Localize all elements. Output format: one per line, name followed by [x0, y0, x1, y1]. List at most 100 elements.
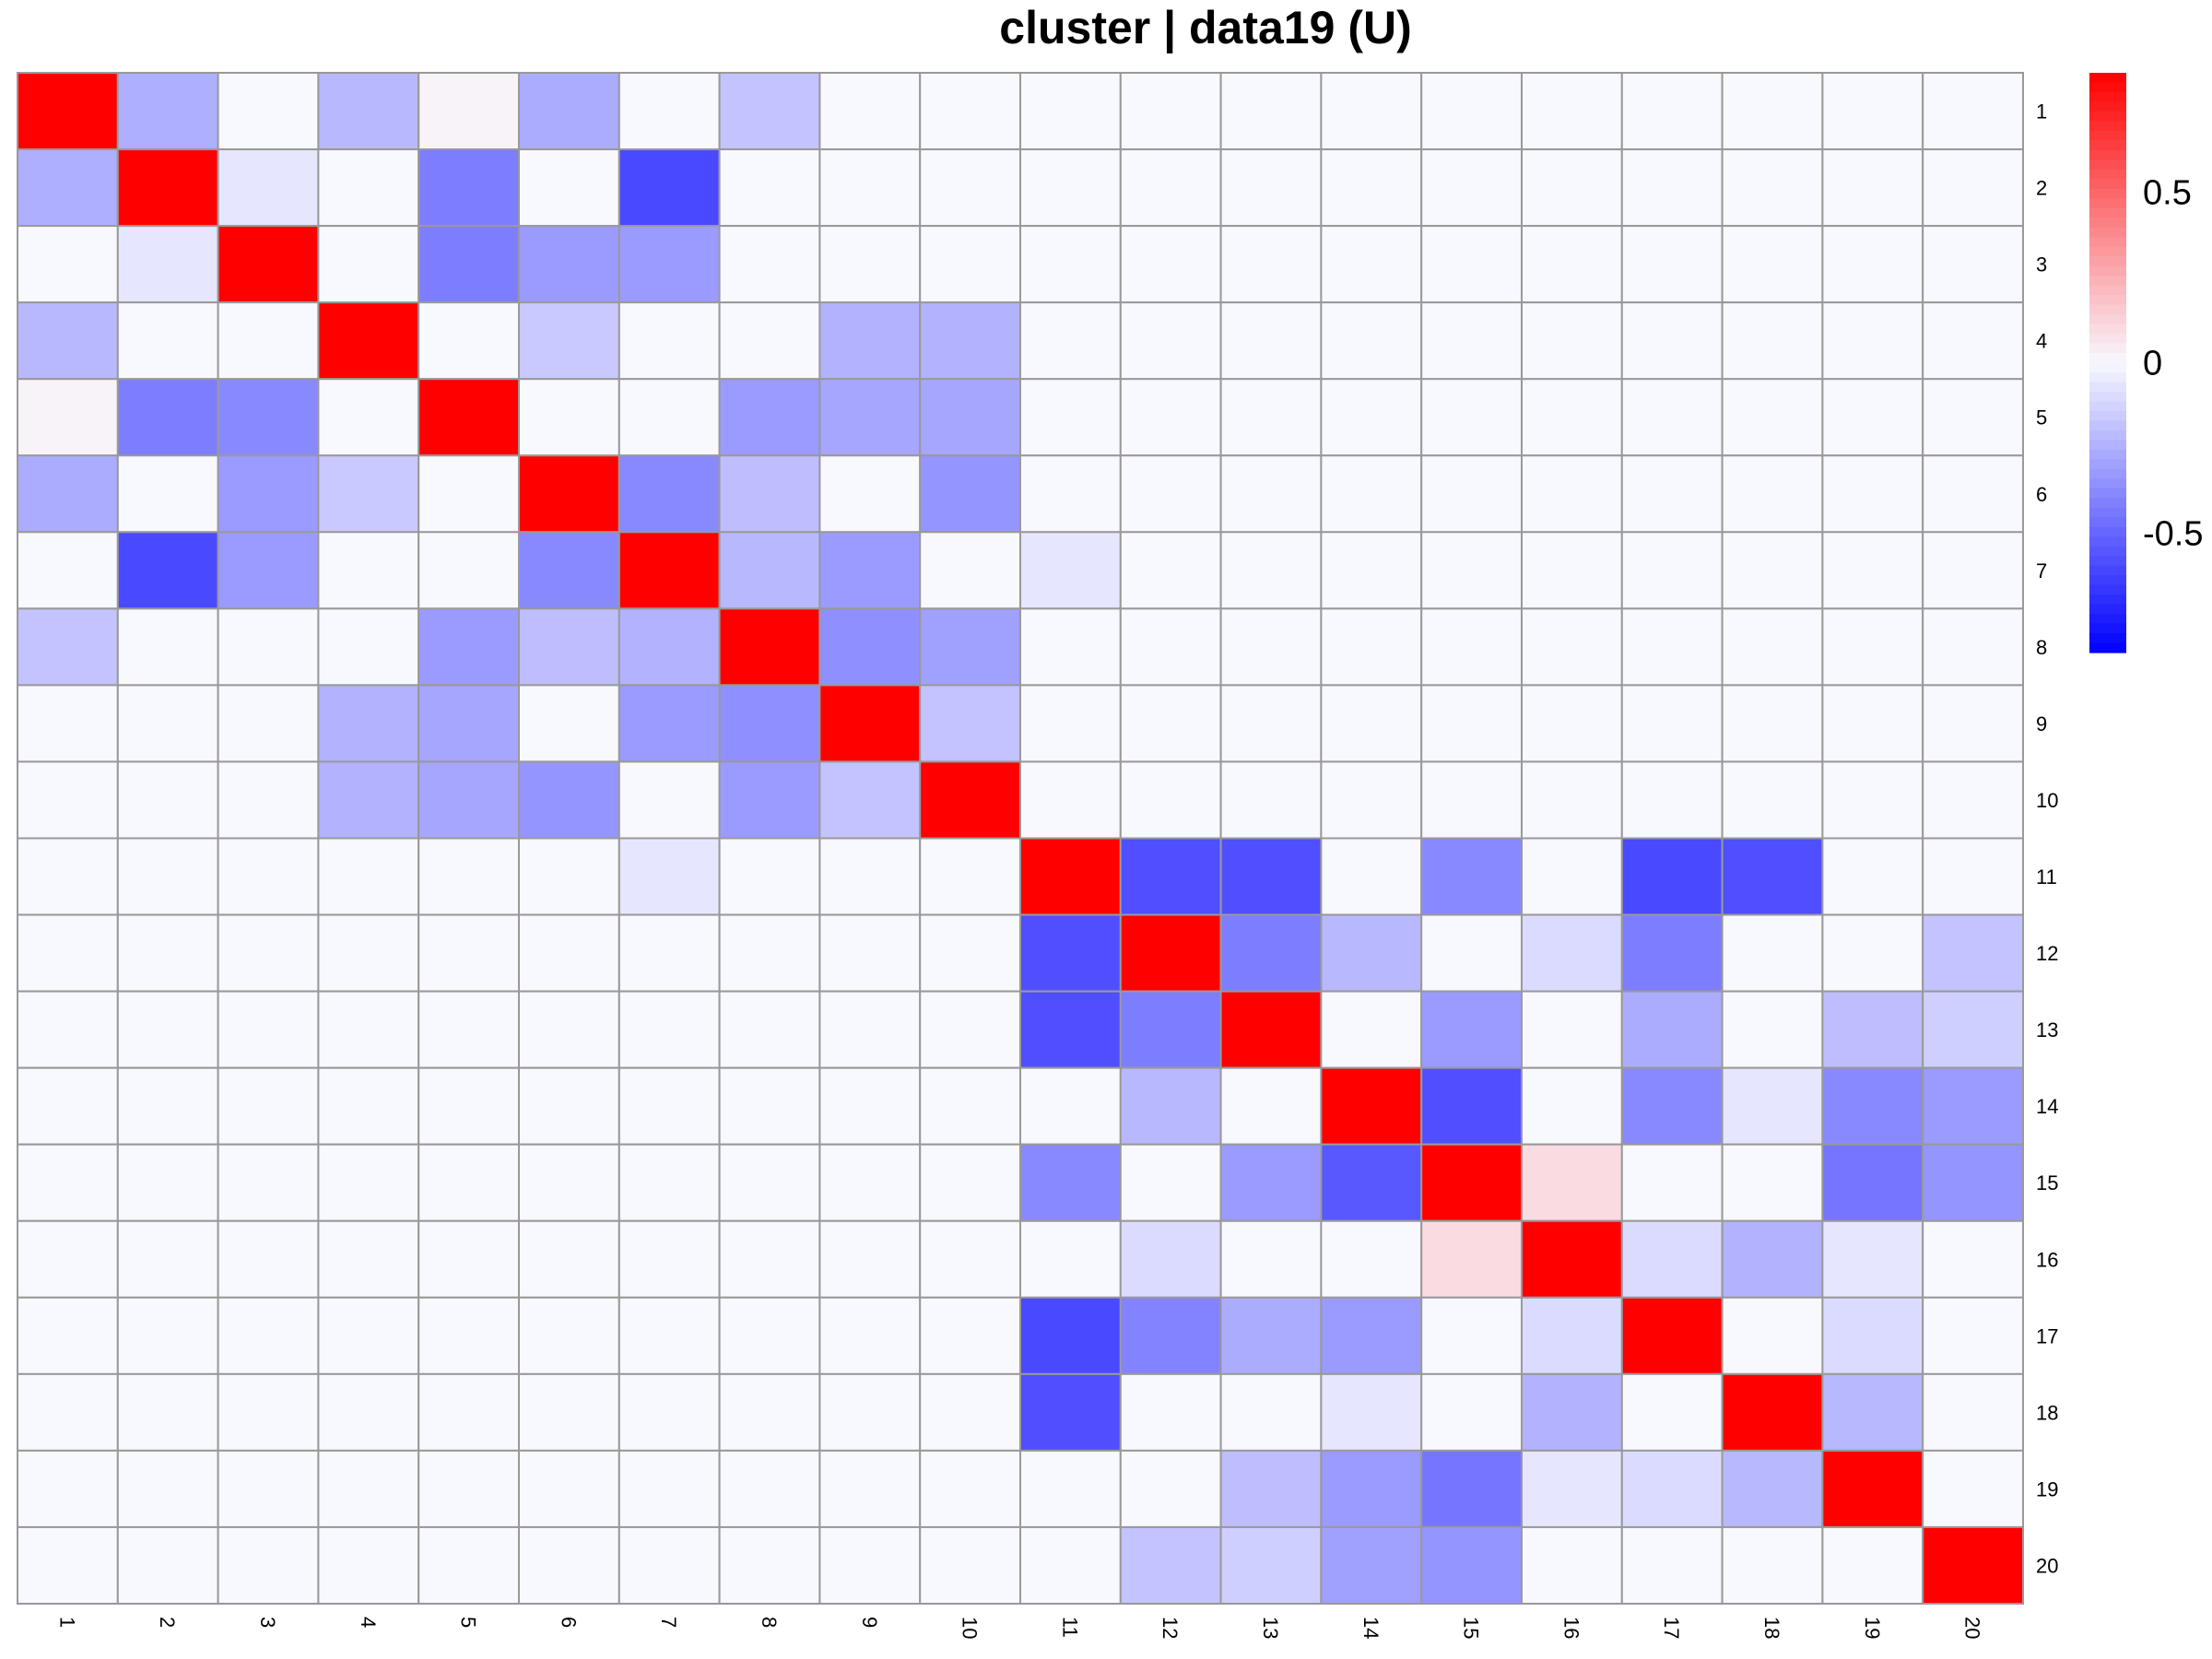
heatmap-cell — [418, 148, 521, 228]
heatmap-cell — [618, 225, 721, 304]
heatmap-cell — [1521, 148, 1623, 228]
heatmap-cell — [818, 760, 922, 840]
column-label: 4 — [357, 1617, 380, 1628]
heatmap-cell — [518, 378, 620, 457]
heatmap-cell — [818, 684, 922, 763]
heatmap-cell — [818, 1372, 922, 1452]
heatmap-cell — [718, 760, 821, 840]
heatmap-cell — [418, 531, 521, 610]
heatmap-cell — [1821, 1219, 1924, 1299]
heatmap-cell — [1219, 913, 1323, 993]
heatmap-cell — [1922, 1219, 2024, 1299]
heatmap-cell — [1320, 148, 1423, 228]
heatmap-cell — [818, 301, 922, 381]
heatmap-cell — [818, 990, 922, 1069]
heatmap-cell — [1320, 1525, 1423, 1605]
heatmap-cell — [1922, 301, 2024, 381]
heatmap-cell — [718, 378, 821, 457]
heatmap-cell — [1119, 225, 1222, 304]
heatmap-cell — [217, 1066, 320, 1146]
heatmap-cell — [718, 837, 821, 916]
heatmap-cell — [518, 225, 620, 304]
heatmap-cell — [1521, 684, 1623, 763]
heatmap-cell — [1219, 1219, 1323, 1299]
heatmap-cell — [1420, 990, 1523, 1069]
heatmap-cell — [818, 72, 922, 151]
heatmap-cell — [1119, 531, 1222, 610]
heatmap-cell — [17, 1219, 119, 1299]
heatmap-cell — [17, 148, 119, 228]
column-label: 18 — [1760, 1617, 1783, 1639]
heatmap-cell — [1620, 1372, 1724, 1452]
heatmap-cell — [1320, 684, 1423, 763]
heatmap-cell — [818, 454, 922, 534]
heatmap-cell — [1019, 1525, 1122, 1605]
heatmap-cell — [919, 990, 1022, 1069]
row-label: 9 — [2036, 712, 2047, 735]
heatmap-cell — [217, 378, 320, 457]
heatmap-cell — [1721, 1296, 1824, 1375]
heatmap-cell — [317, 1525, 420, 1605]
legend-tick-label: 0.5 — [2143, 174, 2192, 213]
legend-color-step — [2089, 343, 2126, 354]
heatmap-cell — [1219, 1525, 1323, 1605]
heatmap-cell — [217, 148, 320, 228]
heatmap-cell — [317, 72, 420, 151]
legend-color-step — [2089, 420, 2126, 431]
heatmap-cell — [1119, 148, 1222, 228]
heatmap-cell — [618, 531, 721, 610]
heatmap-cell — [1019, 1066, 1122, 1146]
heatmap-cell — [618, 760, 721, 840]
legend-color-step — [2089, 371, 2126, 383]
heatmap-cell — [1219, 301, 1323, 381]
heatmap-cell — [1019, 72, 1122, 151]
heatmap-cell — [1019, 1143, 1122, 1222]
heatmap-cell — [1320, 837, 1423, 916]
row-label: 14 — [2036, 1095, 2058, 1118]
heatmap-cell — [217, 531, 320, 610]
heatmap-cell — [1219, 1296, 1323, 1375]
heatmap-cell — [518, 760, 620, 840]
heatmap-cell — [17, 1525, 119, 1605]
legend-color-step — [2089, 449, 2126, 460]
heatmap-cell — [618, 454, 721, 534]
heatmap-cell — [1219, 1372, 1323, 1452]
legend-color-step — [2089, 642, 2126, 653]
heatmap-cell — [116, 1143, 219, 1222]
heatmap-cell — [1521, 454, 1623, 534]
heatmap-cell — [1320, 1372, 1423, 1452]
column-label: 15 — [1460, 1617, 1483, 1639]
heatmap-cell — [1521, 1449, 1623, 1528]
heatmap-cell — [718, 225, 821, 304]
heatmap-cell — [1521, 990, 1623, 1069]
heatmap-cell — [618, 1372, 721, 1452]
heatmap-cell — [17, 1372, 119, 1452]
heatmap-cell — [1620, 301, 1724, 381]
heatmap-cell — [818, 531, 922, 610]
heatmap-cell — [718, 1143, 821, 1222]
legend-color-step — [2089, 265, 2126, 276]
legend-color-step — [2089, 246, 2126, 257]
heatmap-cell — [718, 1525, 821, 1605]
heatmap-cell — [116, 607, 219, 687]
heatmap-cell — [1119, 684, 1222, 763]
heatmap-cell — [1521, 531, 1623, 610]
legend-color-step — [2089, 391, 2126, 403]
heatmap-cell — [1620, 454, 1724, 534]
heatmap-cell — [518, 1449, 620, 1528]
heatmap-cell — [217, 454, 320, 534]
heatmap-cell — [1119, 760, 1222, 840]
heatmap-cell — [1320, 301, 1423, 381]
legend-color-step — [2089, 169, 2126, 180]
heatmap-cell — [418, 684, 521, 763]
heatmap-cell — [1721, 837, 1824, 916]
heatmap-cell — [1119, 607, 1222, 687]
heatmap-cell — [1521, 225, 1623, 304]
heatmap-cell — [1721, 148, 1824, 228]
heatmap-cell — [618, 1066, 721, 1146]
heatmap-cell — [1821, 684, 1924, 763]
color-legend: 0.5 0 -0.5 — [2089, 73, 2203, 653]
heatmap-cell — [17, 1066, 119, 1146]
legend-color-step — [2089, 362, 2126, 373]
